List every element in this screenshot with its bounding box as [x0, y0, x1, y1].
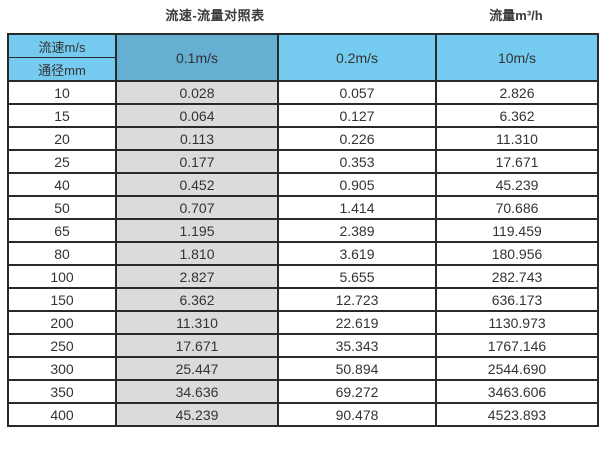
table-row: 80 1.810 3.619 180.956	[7, 241, 599, 266]
flow-value-cell: 0.226	[277, 126, 437, 151]
diameter-cell: 15	[7, 103, 117, 128]
flow-value-cell: 90.478	[277, 402, 437, 427]
table-row: 300 25.447 50.894 2544.690	[7, 356, 599, 381]
diameter-cell: 100	[7, 264, 117, 289]
flow-rate-table: 流速m/s 0.1m/s 0.2m/s 10m/s 通径mm 10 0.028 0.…	[7, 33, 599, 427]
diameter-cell: 40	[7, 172, 117, 197]
header-diameter-label: 通径mm	[7, 57, 117, 82]
flow-value-cell: 45.239	[435, 172, 599, 197]
flow-value-cell: 2544.690	[435, 356, 599, 381]
table-row: 100 2.827 5.655 282.743	[7, 264, 599, 289]
table-row: 20 0.113 0.226 11.310	[7, 126, 599, 151]
flow-value-cell: 119.459	[435, 218, 599, 243]
flow-value-cell: 17.671	[115, 333, 279, 358]
flow-value-cell: 50.894	[277, 356, 437, 381]
flow-value-cell: 0.127	[277, 103, 437, 128]
table-header: 流速m/s 0.1m/s 0.2m/s 10m/s 通径mm	[7, 33, 599, 82]
column-header-10ms: 10m/s	[435, 33, 599, 82]
table-row: 65 1.195 2.389 119.459	[7, 218, 599, 243]
diameter-cell: 65	[7, 218, 117, 243]
diameter-cell: 350	[7, 379, 117, 404]
flow-value-cell: 70.686	[435, 195, 599, 220]
flow-value-cell: 0.113	[115, 126, 279, 151]
flow-value-cell: 2.826	[435, 80, 599, 105]
flow-value-cell: 1130.973	[435, 310, 599, 335]
flow-value-cell: 0.177	[115, 149, 279, 174]
flow-value-cell: 25.447	[115, 356, 279, 381]
flow-value-cell: 1.810	[115, 241, 279, 266]
flow-value-cell: 180.956	[435, 241, 599, 266]
flow-value-cell: 3.619	[277, 241, 437, 266]
flow-value-cell: 35.343	[277, 333, 437, 358]
table-row: 350 34.636 69.272 3463.606	[7, 379, 599, 404]
flow-value-cell: 0.064	[115, 103, 279, 128]
column-header-0-2ms: 0.2m/s	[277, 33, 437, 82]
flow-value-cell: 2.389	[277, 218, 437, 243]
table-body: 10 0.028 0.057 2.826 15 0.064 0.127 6.362 20 0.11…	[7, 80, 599, 427]
table-row: 50 0.707 1.414 70.686	[7, 195, 599, 220]
flow-value-cell: 45.239	[115, 402, 279, 427]
diameter-cell: 10	[7, 80, 117, 105]
flow-value-cell: 34.636	[115, 379, 279, 404]
table-row: 200 11.310 22.619 1130.973	[7, 310, 599, 335]
flow-value-cell: 4523.893	[435, 402, 599, 427]
flow-value-cell: 22.619	[277, 310, 437, 335]
flow-value-cell: 6.362	[115, 287, 279, 312]
flow-value-cell: 11.310	[115, 310, 279, 335]
flow-value-cell: 6.362	[435, 103, 599, 128]
table-row: 15 0.064 0.127 6.362	[7, 103, 599, 128]
flow-value-cell: 69.272	[277, 379, 437, 404]
flow-value-cell: 0.057	[277, 80, 437, 105]
diameter-cell: 25	[7, 149, 117, 174]
diameter-cell: 50	[7, 195, 117, 220]
flow-value-cell: 0.707	[115, 195, 279, 220]
column-header-0-1ms: 0.1m/s	[115, 33, 279, 82]
diameter-cell: 400	[7, 402, 117, 427]
table-row: 250 17.671 35.343 1767.146	[7, 333, 599, 358]
flow-value-cell: 0.452	[115, 172, 279, 197]
diameter-cell: 200	[7, 310, 117, 335]
flow-value-cell: 1.195	[115, 218, 279, 243]
flow-value-cell: 282.743	[435, 264, 599, 289]
table-row: 10 0.028 0.057 2.826	[7, 80, 599, 105]
flow-value-cell: 1.414	[277, 195, 437, 220]
flow-value-cell: 0.905	[277, 172, 437, 197]
flow-value-cell: 0.353	[277, 149, 437, 174]
flow-value-cell: 1767.146	[435, 333, 599, 358]
flow-unit-label: 流量m³/h	[489, 8, 543, 23]
diameter-cell: 150	[7, 287, 117, 312]
flow-value-cell: 11.310	[435, 126, 599, 151]
flow-value-cell: 2.827	[115, 264, 279, 289]
table-row: 25 0.177 0.353 17.671	[7, 149, 599, 174]
diameter-cell: 80	[7, 241, 117, 266]
table-row: 150 6.362 12.723 636.173	[7, 287, 599, 312]
header-velocity-label: 流速m/s	[7, 33, 117, 58]
flow-value-cell: 0.028	[115, 80, 279, 105]
table-row: 400 45.239 90.478 4523.893	[7, 402, 599, 427]
diameter-cell: 20	[7, 126, 117, 151]
flow-value-cell: 17.671	[435, 149, 599, 174]
diameter-cell: 300	[7, 356, 117, 381]
flow-value-cell: 12.723	[277, 287, 437, 312]
table-row: 40 0.452 0.905 45.239	[7, 172, 599, 197]
diameter-cell: 250	[7, 333, 117, 358]
page-title: 流速-流量对照表	[165, 8, 265, 23]
flow-value-cell: 636.173	[435, 287, 599, 312]
flow-value-cell: 3463.606	[435, 379, 599, 404]
flow-value-cell: 5.655	[277, 264, 437, 289]
